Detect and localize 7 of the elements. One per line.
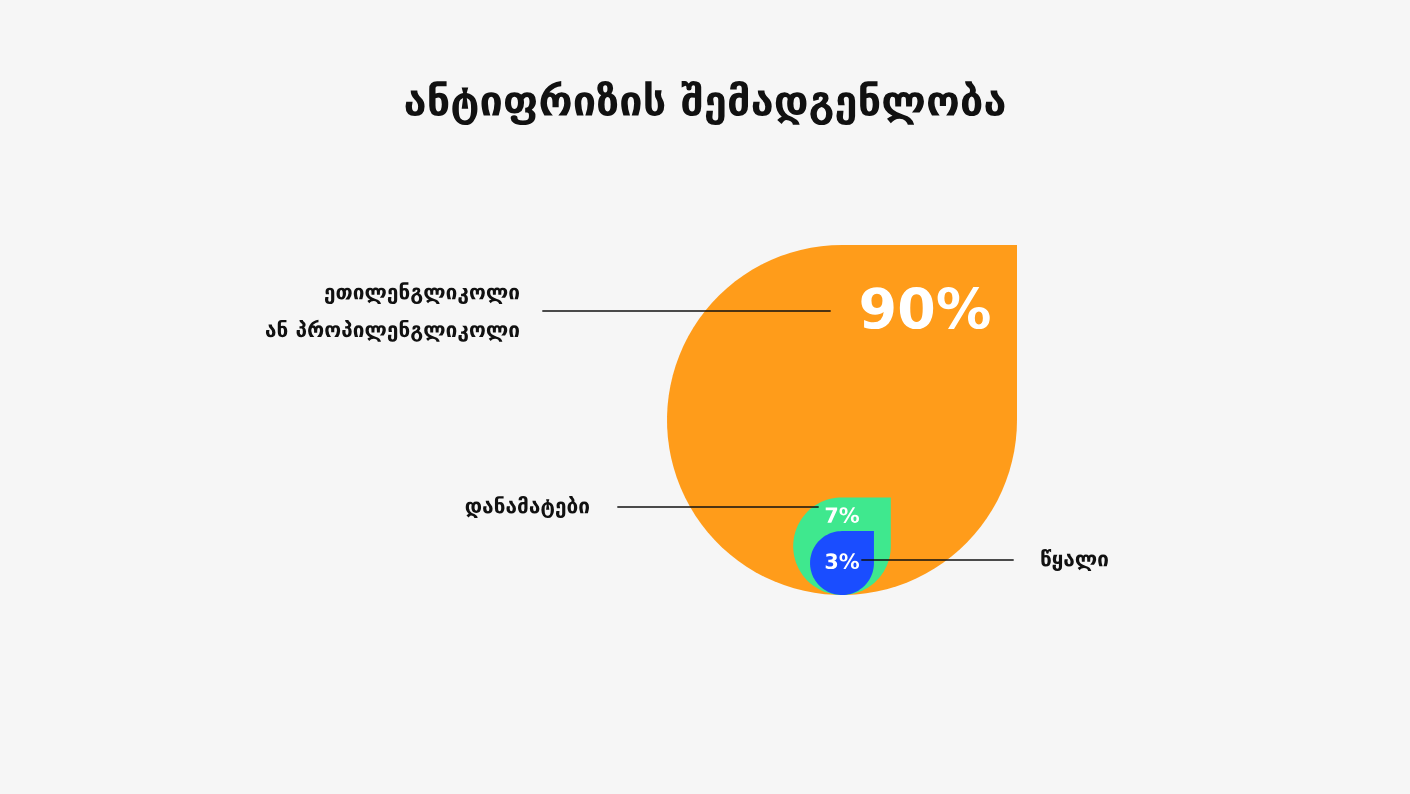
category-label: წყალი xyxy=(1041,548,1108,572)
data-label: 3% xyxy=(825,553,860,570)
category-label: დანამატები xyxy=(465,495,589,519)
category-label: ეთილენგლიკოლი ან პროპილენგლიკოლი xyxy=(265,282,519,342)
data-label: 7% xyxy=(825,507,860,523)
data-label: 90% xyxy=(861,287,990,330)
text: ანტიფრიზის შემადგენლობა xyxy=(405,80,1005,126)
